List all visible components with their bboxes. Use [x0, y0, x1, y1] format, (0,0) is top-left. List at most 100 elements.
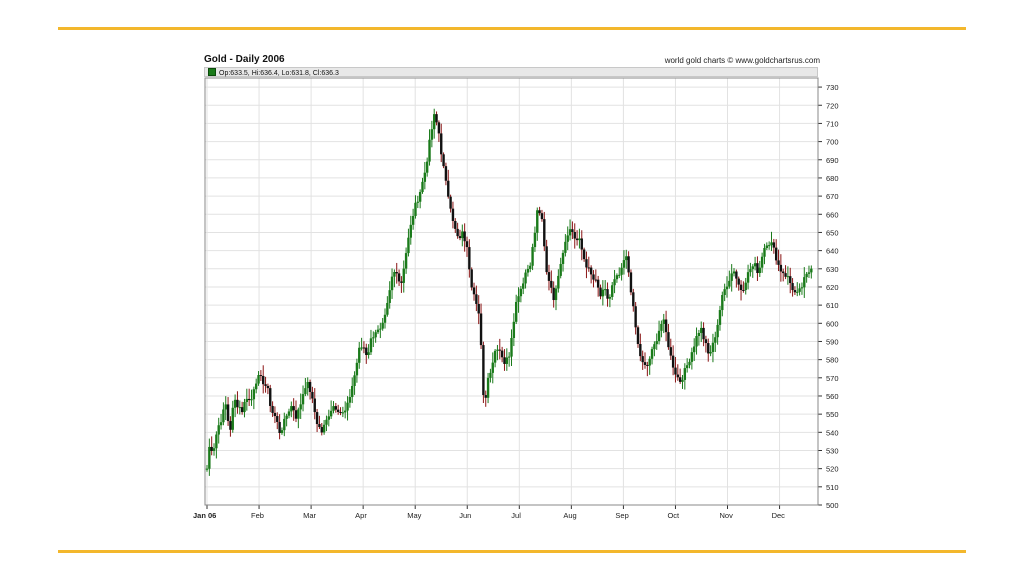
candle-body [758, 267, 761, 274]
candle-body [325, 419, 328, 425]
candle-body [332, 406, 335, 411]
candle-body [301, 394, 305, 405]
y-tick-label: 530 [826, 446, 839, 455]
candle-body [618, 274, 621, 276]
candle-body [400, 281, 403, 283]
candle-body [810, 268, 813, 273]
candle-body [627, 256, 630, 273]
x-tick-label: Jan 06 [193, 511, 216, 520]
y-tick-label: 610 [826, 301, 839, 310]
candle-body [723, 289, 726, 295]
x-tick-label: Aug [563, 511, 576, 520]
x-tick-label: Feb [251, 511, 264, 520]
candle-body [742, 290, 745, 292]
candle-body [475, 294, 478, 304]
candle-body [606, 289, 609, 299]
candle-body [498, 349, 501, 351]
candle-body [254, 383, 258, 390]
candle-body [472, 287, 476, 295]
candle-body [266, 385, 270, 389]
grid-lines [205, 78, 818, 506]
y-tick-label: 550 [826, 410, 839, 419]
candle-body [355, 362, 359, 376]
candle-body [580, 238, 583, 250]
x-axis: Jan 06 Feb Mar Apr May Jun Jul Aug Sep Oct Nov Dec [193, 505, 785, 520]
candle-body [653, 344, 656, 350]
candle-body [428, 139, 431, 162]
y-tick-label: 640 [826, 247, 839, 256]
candle-body [327, 416, 330, 420]
y-axis: 500 510 520 530 540 550 560 570 580 590 600 610 620 6… [818, 83, 839, 510]
candle-body [662, 319, 665, 324]
candle-body [290, 406, 293, 412]
candle-body [222, 409, 225, 423]
candle-body [791, 283, 794, 291]
candle-body [557, 275, 560, 289]
candle-body [721, 294, 724, 311]
candle-body [760, 256, 764, 268]
candle-body [671, 355, 675, 368]
candle-body [308, 381, 312, 392]
candle-body [416, 201, 420, 203]
candle-body [725, 286, 729, 290]
y-tick-label: 500 [826, 501, 839, 510]
candle-body [465, 241, 469, 248]
candle-body [789, 276, 792, 284]
candle-body [566, 235, 569, 242]
candle-body [622, 260, 626, 268]
candle-body [404, 253, 408, 269]
candle-body [339, 411, 342, 413]
candle-body [259, 375, 263, 377]
candle-body [315, 412, 319, 425]
candle-body [458, 236, 462, 239]
candle-body [660, 323, 663, 331]
candle-body [217, 425, 220, 435]
candle-body [215, 434, 218, 449]
y-tick-label: 680 [826, 174, 839, 183]
candle-body [690, 352, 694, 362]
candle-body [519, 288, 523, 297]
y-tick-label: 620 [826, 283, 839, 292]
candle-body [749, 269, 752, 273]
candle-body [756, 263, 759, 274]
candle-body [536, 210, 539, 233]
candle-body [573, 231, 576, 239]
candle-body [697, 332, 701, 337]
candle-body [779, 264, 783, 272]
y-tick-label: 670 [826, 192, 839, 201]
candle-body [739, 284, 743, 291]
candle-body [397, 273, 401, 282]
candle-body [767, 245, 771, 247]
candle-body [280, 430, 284, 434]
candle-body [212, 448, 216, 451]
candle-body [236, 399, 239, 408]
candle-body [531, 247, 534, 266]
plot-frame [204, 77, 819, 506]
candle-body [343, 410, 347, 413]
candle-body [650, 349, 654, 359]
candle-body [716, 324, 719, 338]
candle-body [657, 330, 661, 342]
candle-body [390, 276, 394, 291]
candle-body [351, 385, 354, 398]
candle-body [283, 418, 286, 431]
candle-body [594, 279, 598, 281]
candle-body [800, 287, 804, 289]
candle-body [803, 277, 806, 288]
candle-body [746, 272, 750, 283]
candle-body [561, 252, 565, 264]
y-tick-label: 520 [826, 465, 839, 474]
candle-body [709, 351, 712, 354]
candle-body [435, 114, 438, 123]
candle-body [529, 265, 532, 269]
candle-body [454, 220, 457, 229]
candle-body [533, 232, 537, 248]
y-tick-label: 580 [826, 356, 839, 365]
candle-body [592, 274, 595, 280]
candle-body [603, 289, 607, 291]
y-tick-label: 650 [826, 228, 839, 237]
candle-body [210, 446, 213, 451]
candle-body [304, 388, 307, 395]
candle-body [421, 181, 424, 193]
candle-body [575, 238, 579, 241]
